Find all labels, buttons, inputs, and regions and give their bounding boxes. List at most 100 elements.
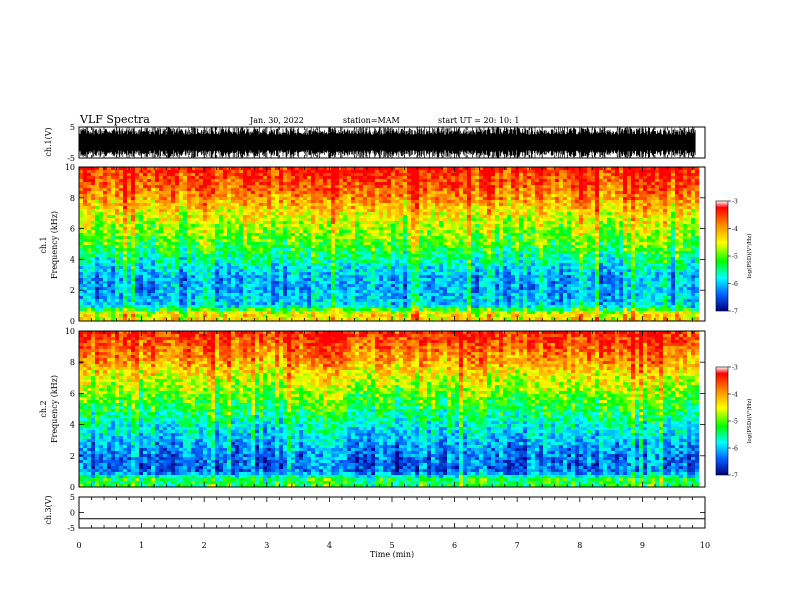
spec1-cell <box>355 191 359 194</box>
spec1-cell <box>479 182 483 185</box>
spec1-cell <box>671 176 675 179</box>
spec1-cell <box>691 251 695 254</box>
spec1-cell <box>679 254 683 257</box>
spec1-cell <box>259 251 263 254</box>
spec1-cell <box>135 248 139 251</box>
spec1-cell <box>175 209 179 212</box>
spec1-cell <box>451 182 455 185</box>
spec1-cell <box>247 218 251 221</box>
spec1-cell <box>555 230 559 233</box>
spec1-cell <box>507 173 511 176</box>
spec1-cell <box>427 200 431 203</box>
spec1-cell <box>167 179 171 182</box>
spec1-cell <box>275 209 279 212</box>
spec1-cell <box>647 254 651 257</box>
spec1-cell <box>327 251 331 254</box>
spec1-cell <box>147 224 151 227</box>
spec1-cell <box>111 227 115 230</box>
spec1-cell <box>571 227 575 230</box>
spec1-cell <box>195 176 199 179</box>
spec1-cell <box>431 179 435 182</box>
spec1-cell <box>411 254 415 257</box>
spec1-cell <box>623 245 627 248</box>
spec1-cell <box>115 197 119 200</box>
spec1-cell <box>579 239 583 242</box>
spec1-cell <box>255 257 259 260</box>
spec1-cell <box>407 188 411 191</box>
spec1-cell <box>531 239 535 242</box>
spec1-cell <box>511 239 515 242</box>
spec1-cell <box>95 209 99 212</box>
spec1-cell <box>343 254 347 257</box>
spec1-cell <box>95 182 99 185</box>
spec1-cell <box>335 224 339 227</box>
spec1-cell <box>191 248 195 251</box>
spec1-cell <box>543 218 547 221</box>
spec1-cell <box>515 218 519 221</box>
spec1-cell <box>339 218 343 221</box>
spec1-cell <box>103 251 107 254</box>
spec1-cell <box>679 209 683 212</box>
spec1-cell <box>487 185 491 188</box>
spec1-cell <box>495 209 499 212</box>
spec1-cell <box>303 251 307 254</box>
spec1-cell <box>83 173 87 176</box>
spec1-cell <box>143 209 147 212</box>
spec1-cell <box>463 221 467 224</box>
spec1-cell <box>567 182 571 185</box>
spec1-cell <box>539 194 543 197</box>
spec1-cell <box>263 209 267 212</box>
spec1-cell <box>299 230 303 233</box>
spec1-cell <box>491 191 495 194</box>
spec1-cell <box>683 224 687 227</box>
spec1-cell <box>215 254 219 257</box>
spec1-cell <box>195 230 199 233</box>
spec1-cell <box>215 179 219 182</box>
spec1-cell <box>515 173 519 176</box>
spec1-cell <box>351 233 355 236</box>
spec1-cell <box>455 206 459 209</box>
spec1-cell <box>523 191 527 194</box>
spec1-cell <box>335 188 339 191</box>
spec1-cell <box>155 185 159 188</box>
spec1-cell <box>363 242 367 245</box>
spec1-cell <box>519 236 523 239</box>
spec1-cell <box>291 227 295 230</box>
spec1-cell <box>231 197 235 200</box>
spec1-cell <box>603 206 607 209</box>
spec1-cell <box>667 251 671 254</box>
spec1-cell <box>375 230 379 233</box>
spec1-cell <box>431 176 435 179</box>
spec1-cell <box>159 188 163 191</box>
spec1-cell <box>639 251 643 254</box>
spec1-cell <box>543 254 547 257</box>
spec1-cell <box>395 251 399 254</box>
spec1-cell <box>303 245 307 248</box>
spec1-cell <box>499 254 503 257</box>
spec1-cell <box>463 239 467 242</box>
spec1-cell <box>527 209 531 212</box>
spec1-cell <box>467 251 471 254</box>
spec1-cell <box>123 242 127 245</box>
spec1-cell <box>115 224 119 227</box>
spec1-cell <box>91 221 95 224</box>
spec1-cell <box>427 209 431 212</box>
spec1-cell <box>247 206 251 209</box>
spec1-cell <box>283 230 287 233</box>
spec1-cell <box>267 218 271 221</box>
spec1-cell <box>99 251 103 254</box>
spec1-cell <box>635 242 639 245</box>
spec1-cell <box>131 245 135 248</box>
spec1-cell <box>263 239 267 242</box>
spec1-cell <box>535 248 539 251</box>
spec1-cell <box>327 236 331 239</box>
spec1-cell <box>527 239 531 242</box>
spec1-cell <box>227 227 231 230</box>
spec1-cell <box>331 203 335 206</box>
spec1-cell <box>547 218 551 221</box>
spec1-cell <box>175 242 179 245</box>
spec1-cell <box>255 188 259 191</box>
spec1-cell <box>483 176 487 179</box>
spec1-cell <box>579 251 583 254</box>
spec1-cell <box>407 182 411 185</box>
